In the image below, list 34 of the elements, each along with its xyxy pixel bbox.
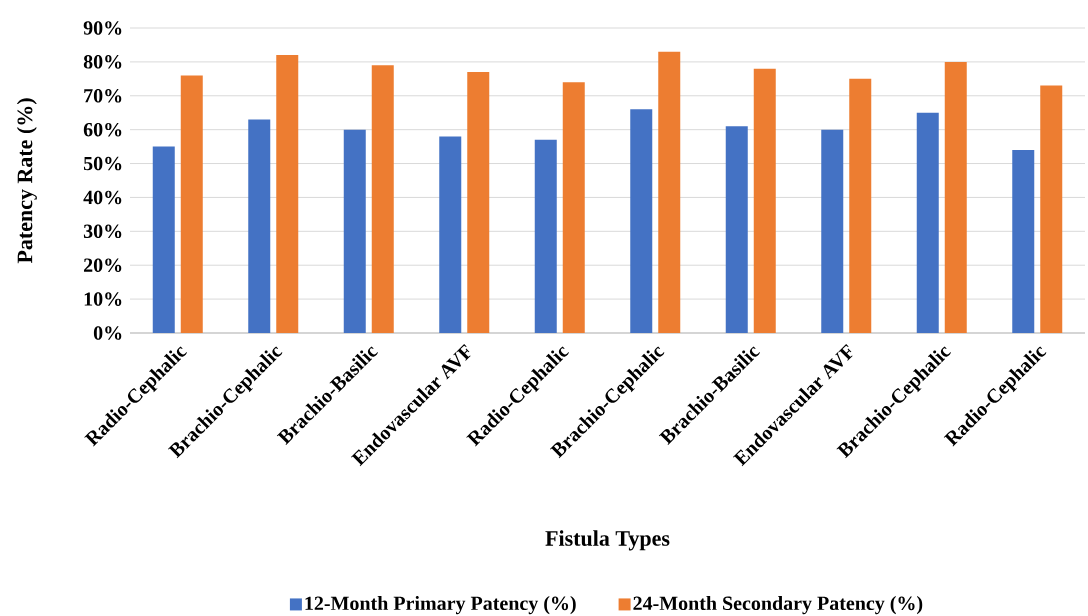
- bar: [439, 136, 462, 333]
- legend-label: 12-Month Primary Patency (%): [305, 595, 576, 615]
- y-tick-label: 0%: [93, 326, 122, 340]
- bar: [658, 51, 681, 333]
- bar: [276, 55, 299, 333]
- y-tick-label: 80%: [83, 55, 122, 69]
- y-tick-label: 20%: [83, 258, 122, 272]
- y-tick-label: 70%: [84, 88, 122, 103]
- bar: [725, 126, 748, 333]
- y-tick-label: 60%: [83, 122, 122, 137]
- bar: [1040, 85, 1063, 333]
- y-tick-label: 10%: [84, 292, 122, 306]
- bar: [180, 75, 203, 333]
- bar: [467, 72, 490, 333]
- bar: [849, 78, 872, 333]
- bar: [944, 61, 967, 333]
- bar: [343, 129, 366, 333]
- y-axis-title: Patency Rate (%): [16, 98, 37, 264]
- bar: [371, 65, 394, 333]
- bar: [916, 112, 939, 333]
- legend-label: 24-Month Secondary Patency (%): [633, 595, 923, 615]
- y-tick-label: 30%: [83, 224, 122, 239]
- bar: [152, 146, 175, 333]
- bar: [1012, 149, 1035, 333]
- y-tick-label: 90%: [83, 21, 122, 35]
- x-axis-title: Fistula Types: [545, 530, 670, 551]
- bar: [562, 82, 585, 333]
- bar: [534, 139, 557, 333]
- bar: [753, 68, 776, 333]
- y-tick-label: 40%: [83, 190, 122, 205]
- bar: [630, 109, 653, 333]
- bar: [248, 119, 271, 333]
- y-tick-label: 50%: [83, 156, 122, 171]
- bar: [821, 129, 844, 333]
